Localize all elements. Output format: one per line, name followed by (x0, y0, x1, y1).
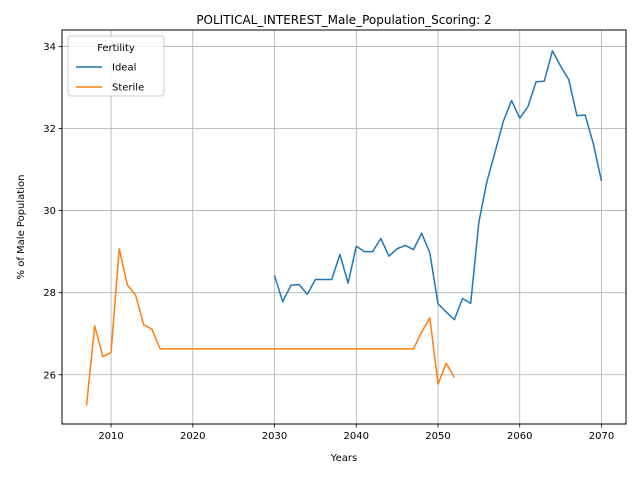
plot-frame (61, 29, 627, 425)
y-axis: 26 28 30 32 34 (43, 42, 62, 381)
x-tick-label: 2040 (344, 431, 369, 442)
legend-label: Sterile (112, 83, 144, 94)
x-tick-label: 2020 (180, 431, 205, 442)
x-axis: 2010 2020 2030 2040 2050 2060 2070 (98, 424, 614, 442)
series-line-sterile (85, 248, 456, 406)
x-tick-label: 2030 (262, 431, 287, 442)
legend-title: Fertility (97, 43, 135, 54)
x-axis-label: Years (330, 453, 357, 464)
y-axis-label: % of Male Population (16, 175, 27, 280)
y-tick-label: 30 (43, 206, 56, 217)
legend: Fertility Ideal Sterile (67, 35, 165, 97)
grid (62, 30, 626, 424)
x-tick-label: 2010 (98, 431, 123, 442)
x-tick-label: 2070 (589, 431, 614, 442)
legend-label: Ideal (112, 63, 136, 74)
series-line-ideal (273, 50, 603, 321)
x-tick-label: 2050 (425, 431, 450, 442)
y-tick-label: 26 (43, 370, 56, 381)
x-tick-label: 2060 (507, 431, 532, 442)
legend-box (67, 35, 165, 97)
chart-title: POLITICAL_INTEREST_Male_Population_Scori… (196, 13, 491, 27)
y-tick-label: 32 (43, 124, 56, 135)
series-layer (85, 50, 603, 406)
y-tick-label: 28 (43, 288, 56, 299)
y-tick-label: 34 (43, 42, 56, 53)
